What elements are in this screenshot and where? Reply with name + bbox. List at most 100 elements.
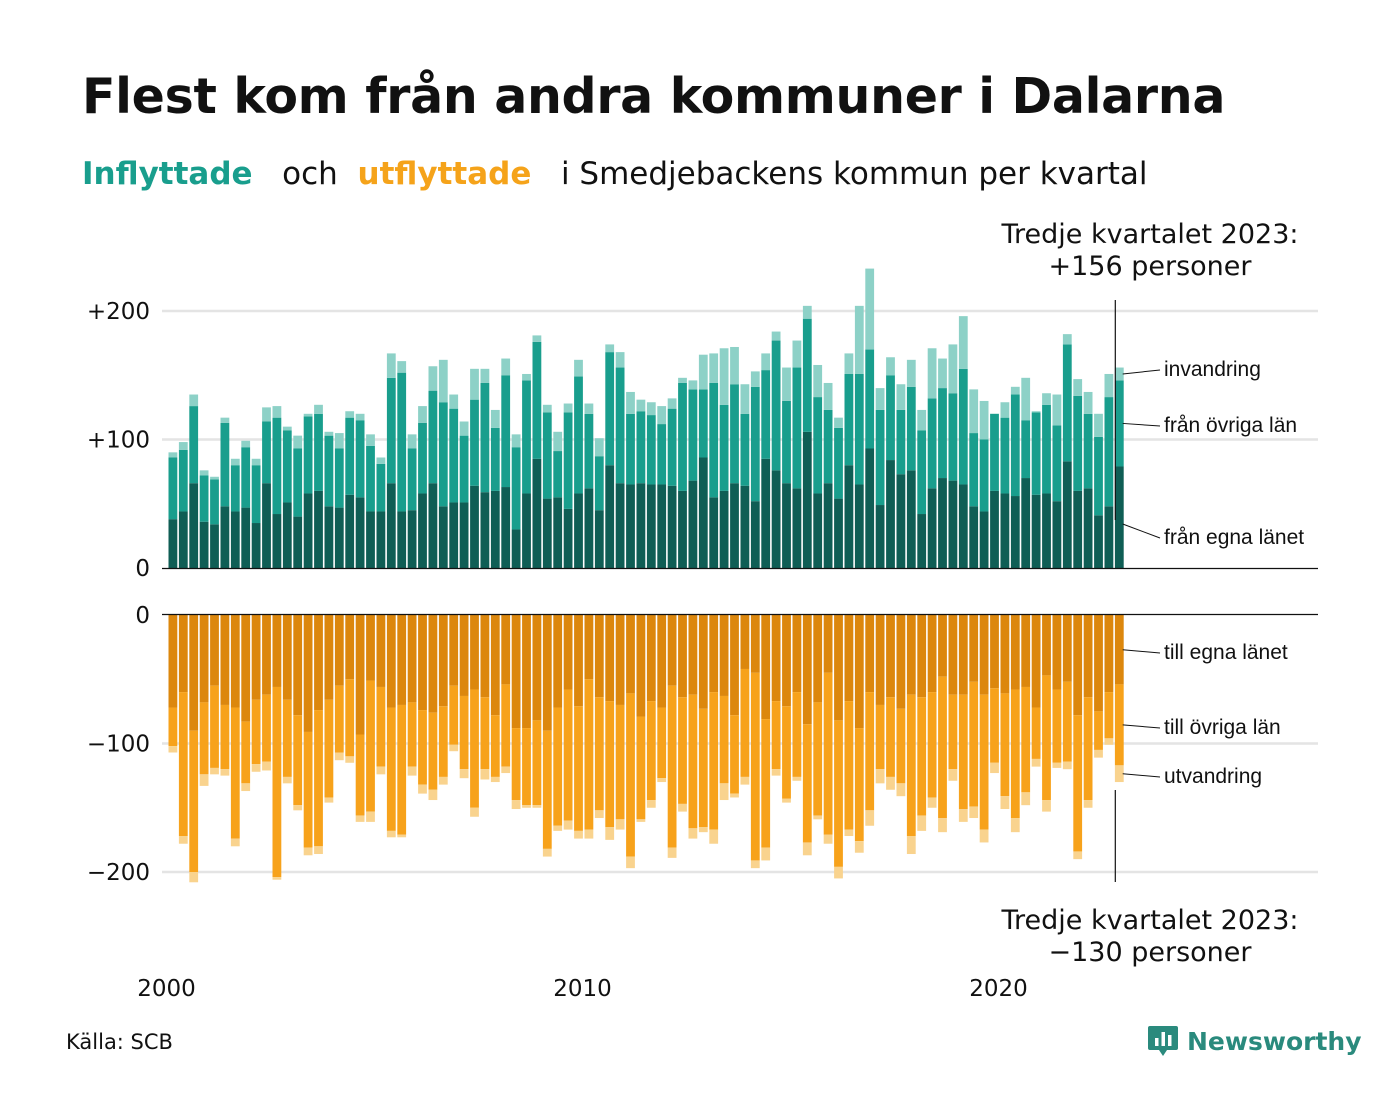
bar-in-från-egna-länet xyxy=(594,510,604,568)
bar-in-från-övriga-län xyxy=(813,397,823,494)
bar-in-invandring xyxy=(594,438,604,457)
source-text: Källa: SCB xyxy=(66,1030,173,1054)
bar-out-utvandring xyxy=(636,819,646,822)
bar-in-från-egna-länet xyxy=(667,485,677,568)
bar-out-utvandring xyxy=(875,769,885,784)
bar-out-utvandring xyxy=(834,866,843,879)
bar-out-till-övriga-län xyxy=(1073,715,1083,852)
bar-out-utvandring xyxy=(1104,738,1114,745)
bar-out-till-egna-länet xyxy=(542,615,552,731)
bar-in-invandring xyxy=(168,452,178,458)
bar-out-till-övriga-län xyxy=(511,728,521,801)
bar-in-från-egna-länet xyxy=(574,493,583,568)
bar-out-utvandring xyxy=(407,766,417,776)
bar-out-till-egna-länet xyxy=(168,615,178,708)
bar-out-till-övriga-län xyxy=(345,679,355,757)
bar-in-invandring xyxy=(293,435,303,449)
bar-out-utvandring xyxy=(178,836,188,844)
bar-in-från-övriga-län xyxy=(740,413,750,486)
bar-out-till-egna-länet xyxy=(646,615,656,702)
bar-in-invandring xyxy=(917,409,927,431)
bar-out-till-övriga-län xyxy=(1021,686,1031,793)
bar-out-till-egna-länet xyxy=(792,615,802,693)
bar-out-till-övriga-län xyxy=(1010,689,1020,819)
bar-out-till-övriga-län xyxy=(1114,684,1124,766)
bar-in-från-övriga-län xyxy=(1083,413,1093,489)
bar-out-till-egna-länet xyxy=(771,615,781,702)
bar-in-från-övriga-län xyxy=(1073,395,1083,491)
bar-out-till-egna-länet xyxy=(917,615,927,698)
newsworthy-logo: Newsworthy xyxy=(1147,1024,1362,1058)
bar-in-invandring xyxy=(979,400,989,440)
bar-out-till-egna-länet xyxy=(1094,615,1103,712)
bar-in-från-övriga-län xyxy=(1114,380,1124,467)
bar-out-till-egna-länet xyxy=(657,615,667,708)
bar-out-utvandring xyxy=(272,877,282,880)
bar-out-till-egna-länet xyxy=(896,615,906,709)
bar-in-från-egna-länet xyxy=(1062,461,1072,568)
bar-out-till-övriga-län xyxy=(428,712,438,790)
bar-out-utvandring xyxy=(345,756,355,763)
bar-in-invandring xyxy=(230,458,240,466)
segment-label-connector xyxy=(1122,773,1161,778)
bar-out-till-övriga-län xyxy=(802,724,812,843)
bar-out-till-övriga-län xyxy=(979,694,989,830)
bar-out-till-övriga-län xyxy=(407,702,417,767)
bar-out-utvandring xyxy=(594,810,604,819)
bar-in-från-övriga-län xyxy=(490,427,500,491)
bar-in-invandring xyxy=(251,458,261,466)
segment-label: till egna länet xyxy=(1164,641,1288,664)
bar-in-från-egna-länet xyxy=(740,485,750,568)
bar-out-till-egna-länet xyxy=(626,615,635,694)
bar-out-utvandring xyxy=(761,847,771,861)
bar-in-invandring xyxy=(844,353,854,374)
bar-out-till-egna-länet xyxy=(844,615,854,702)
bar-in-från-egna-länet xyxy=(376,511,386,568)
bar-out-utvandring xyxy=(480,769,490,780)
bar-in-från-egna-länet xyxy=(688,480,698,568)
bar-in-invandring xyxy=(740,384,750,414)
bar-out-till-övriga-län xyxy=(605,701,615,828)
bar-in-från-övriga-län xyxy=(303,416,313,494)
bar-out-utvandring xyxy=(199,774,209,786)
bar-out-utvandring xyxy=(1052,762,1062,768)
segment-label-connector xyxy=(1122,422,1161,427)
bar-in-invandring xyxy=(272,406,282,418)
bar-out-till-egna-länet xyxy=(730,615,739,716)
bar-in-från-övriga-län xyxy=(282,430,292,503)
bar-in-från-övriga-län xyxy=(626,413,635,485)
bar-in-invandring xyxy=(678,377,687,383)
bar-in-invandring xyxy=(449,394,459,409)
bar-out-till-egna-länet xyxy=(511,615,521,729)
bar-out-till-egna-länet xyxy=(490,615,500,716)
bar-out-till-egna-länet xyxy=(397,615,407,705)
bar-out-utvandring xyxy=(490,776,500,783)
bar-out-till-egna-länet xyxy=(584,615,594,680)
bar-out-till-egna-länet xyxy=(532,615,542,721)
bar-out-till-övriga-län xyxy=(563,689,573,821)
bar-in-från-övriga-län xyxy=(293,448,303,517)
bar-in-invandring xyxy=(574,359,583,377)
bar-in-från-övriga-län xyxy=(220,422,230,507)
bar-in-från-övriga-län xyxy=(875,409,885,506)
bar-in-från-egna-länet xyxy=(615,483,625,568)
bar-out-till-övriga-län xyxy=(1031,707,1041,759)
bar-in-från-övriga-län xyxy=(230,465,240,512)
bar-in-invandring xyxy=(210,476,219,480)
bar-out-till-övriga-län xyxy=(823,672,833,835)
bar-in-från-egna-länet xyxy=(782,483,791,568)
bar-in-invandring xyxy=(303,413,313,417)
bar-in-invandring xyxy=(865,268,875,350)
bar-in-från-egna-länet xyxy=(719,490,729,568)
segment-label: invandring xyxy=(1164,358,1261,381)
bar-out-utvandring xyxy=(626,856,635,869)
bar-in-från-egna-länet xyxy=(730,483,739,568)
bar-in-från-egna-länet xyxy=(334,507,344,568)
bar-in-invandring xyxy=(501,358,511,376)
bar-in-från-egna-länet xyxy=(324,506,334,568)
bar-in-från-egna-länet xyxy=(813,493,823,568)
bar-in-invandring xyxy=(262,407,271,422)
bar-out-utvandring xyxy=(418,784,427,794)
bar-in-från-övriga-län xyxy=(979,439,989,512)
